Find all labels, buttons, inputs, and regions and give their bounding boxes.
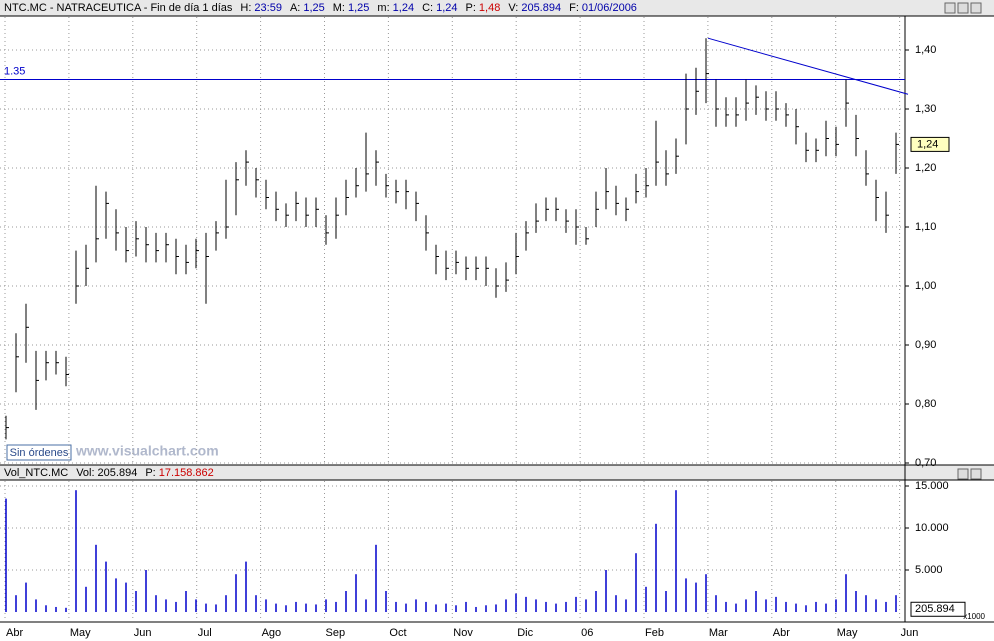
field-value: 01/06/2006	[582, 2, 637, 14]
x-tick-label: Jun	[134, 627, 152, 639]
x-tick-label: Abr	[773, 627, 790, 639]
y-tick-label: 1,10	[915, 221, 936, 233]
y-tick-label: 0,80	[915, 398, 936, 410]
volume-title-bar	[0, 465, 994, 480]
field-value: 1,48	[479, 2, 500, 14]
price-marker-label: 1,24	[917, 138, 938, 150]
x-tick-label: Dic	[517, 627, 533, 639]
field-value: 17.158.862	[159, 467, 214, 479]
x-tick-label: Sep	[326, 627, 346, 639]
header-text: Vol_NTC.MC Vol: 205.894 P: 17.158.862	[4, 467, 214, 479]
field-value: 1,25	[303, 2, 324, 14]
x-tick-label: 06	[581, 627, 593, 639]
line-label: 1.35	[4, 65, 25, 77]
field-label: P:	[466, 2, 476, 14]
window-buttons[interactable]	[944, 2, 982, 480]
x-tick-label: Nov	[453, 627, 473, 639]
x-tick-label: Oct	[389, 627, 406, 639]
volume-multiplier: x1000	[963, 612, 985, 621]
x-tick-label: Abr	[6, 627, 23, 639]
y-tick-label: 1,20	[915, 162, 936, 174]
field-value: 1,24	[436, 2, 457, 14]
field-value: 205.894	[521, 2, 561, 14]
field-label: H:	[240, 2, 251, 14]
field-value: 1,25	[348, 2, 369, 14]
field-label: C:	[422, 2, 433, 14]
field-label: P:	[145, 467, 155, 479]
close-button[interactable]	[970, 468, 982, 480]
x-tick-label: Jul	[198, 627, 212, 639]
volume-marker-label: 205.894	[915, 603, 955, 615]
y-tick-label: 0,90	[915, 339, 936, 351]
x-tick-label: Jun	[901, 627, 919, 639]
close-button[interactable]	[970, 2, 982, 14]
y-tick-label: 1,40	[915, 44, 936, 56]
field-label: Vol:	[76, 467, 94, 479]
field-label: m:	[377, 2, 389, 14]
y-tick-label: 1,30	[915, 103, 936, 115]
button-frame[interactable]	[6, 444, 72, 461]
x-tick-label: Mar	[709, 627, 728, 639]
x-tick-label: Ago	[262, 627, 282, 639]
button-label[interactable]: Sin órdenes	[10, 447, 69, 459]
field-value: 1,24	[393, 2, 414, 14]
field-value: 23:59	[254, 2, 282, 14]
x-tick-label: May	[70, 627, 91, 639]
price-marker	[910, 136, 950, 152]
symbol: NTC.MC - NATRACEUTICA - Fin de día 1 día…	[4, 2, 233, 14]
trendline	[707, 37, 909, 95]
minimize-button[interactable]	[944, 2, 956, 14]
y-tick-label: 10.000	[915, 522, 949, 534]
field-label: V:	[508, 2, 518, 14]
field-label: F:	[569, 2, 579, 14]
watermark: www.visualchart.com	[75, 443, 219, 459]
maximize-button[interactable]	[957, 468, 969, 480]
header-text: NTC.MC - NATRACEUTICA - Fin de día 1 día…	[4, 2, 637, 14]
title-bar	[0, 0, 994, 16]
x-tick-label: Feb	[645, 627, 664, 639]
y-tick-label: 15.000	[915, 480, 949, 492]
y-tick-label: 0,70	[915, 457, 936, 469]
x-tick-label: May	[837, 627, 858, 639]
field-label: M:	[333, 2, 345, 14]
field-value: 205.894	[98, 467, 138, 479]
y-tick-label: 5.000	[915, 564, 943, 576]
order-button[interactable]: Sin órdenes	[6, 444, 72, 461]
field-label: A:	[290, 2, 300, 14]
volume-marker	[910, 601, 966, 617]
symbol: Vol_NTC.MC	[4, 467, 68, 479]
y-tick-label: 1,00	[915, 280, 936, 292]
maximize-button[interactable]	[957, 2, 969, 14]
